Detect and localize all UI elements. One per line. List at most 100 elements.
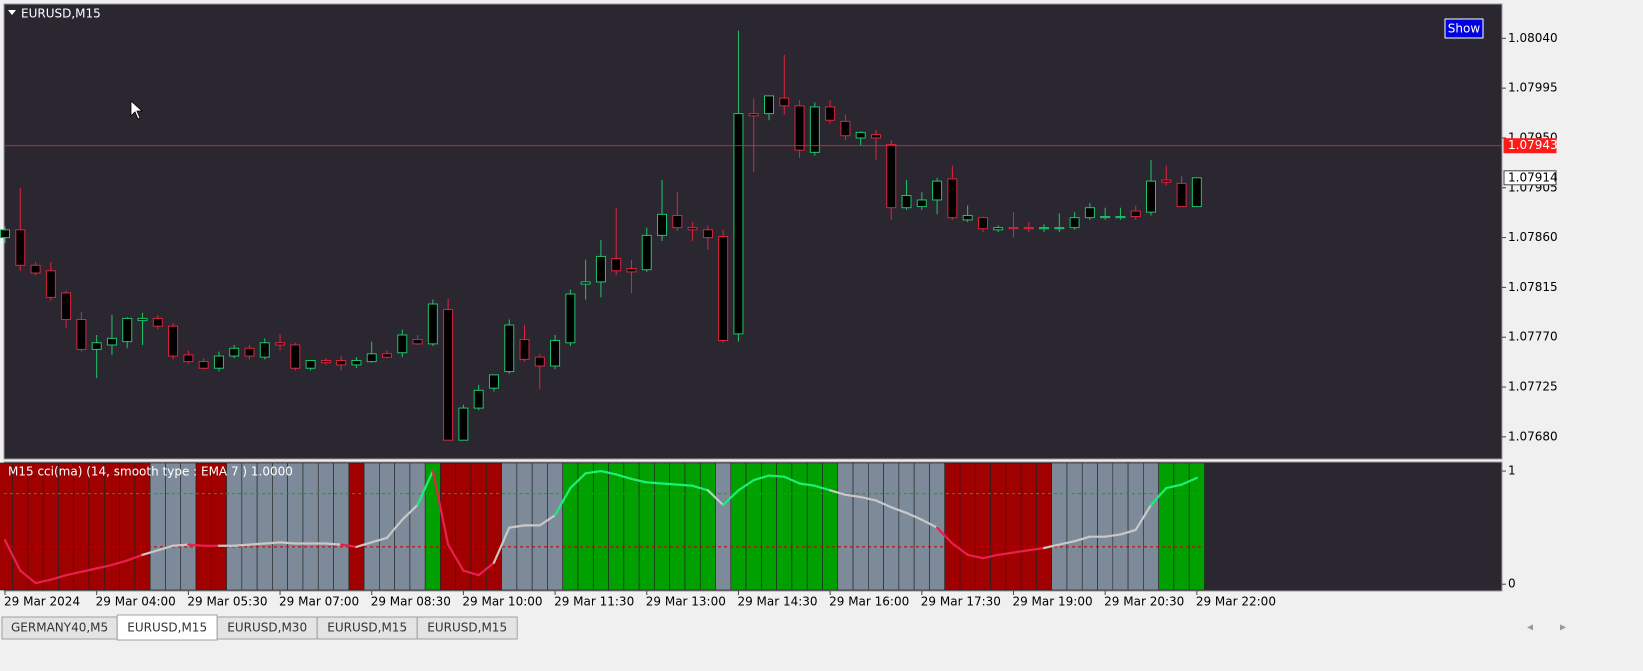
state-band [1112,462,1129,591]
y-tick-label: 1 [1508,464,1516,478]
state-band [0,462,13,591]
state-band [822,462,839,591]
candle-body [932,180,943,201]
state-band [1051,462,1068,591]
cci-line-segment [65,570,83,577]
cci-line-segment [630,477,648,484]
candle-body [1191,177,1202,208]
chart-title: EURUSD,M15 [21,7,101,21]
state-band [1097,462,1114,591]
cci-line-segment [813,484,832,492]
candle-body [657,213,668,236]
candle-body [366,353,377,363]
cci-line-segment [767,474,786,478]
state-band [990,462,1007,591]
show-button-label[interactable]: Show [1448,22,1481,36]
state-band [974,462,991,591]
cci-line-segment [431,469,450,546]
candle-body [137,317,148,322]
scroll-left[interactable]: ◂ [1527,620,1533,634]
candle-body [733,113,744,335]
candle-body [687,227,698,231]
cci-line-segment [905,511,923,521]
cci-line-segment [492,526,511,564]
candle-body [1008,227,1019,230]
state-band [577,462,594,591]
cci-line-segment [462,569,480,577]
candle-body [427,303,438,345]
candle-body [1130,210,1141,218]
state-band [1143,462,1159,591]
state-band [27,462,44,591]
cci-line-segment [171,543,190,547]
candle-body [1161,179,1172,183]
cci-line-segment [340,543,358,548]
main-chart-bg [3,3,1503,460]
cci-line-segment [477,561,496,577]
y-tick-label: 1.07770 [1508,330,1558,344]
cci-line-segment [660,482,679,486]
candle-body [336,359,347,366]
candle-body [870,134,881,139]
state-band [745,462,762,591]
x-tick-label: 29 Mar 05:30 [187,595,267,609]
candle-body [76,319,87,350]
price-label: 1.07914 [1508,170,1558,184]
candle-body [748,113,759,117]
cci-line-segment [890,506,908,515]
state-band [944,462,961,591]
candle-body [993,227,1004,231]
candle-body [901,195,912,209]
chart-tab[interactable] [116,614,218,641]
chart-tab-label[interactable]: EURUSD,M15 [127,621,207,635]
cci-line-segment [1119,528,1137,536]
chart-tab[interactable] [416,616,518,640]
candle-body [397,334,408,354]
x-tick-label: 29 Mar 22:00 [1196,595,1276,609]
show-button[interactable] [1444,18,1484,39]
chart-tab-label[interactable]: GERMANY40,M5 [11,621,108,635]
state-band [486,462,502,591]
candle-body [565,293,576,344]
state-band [699,462,716,591]
scroll-right[interactable]: ▸ [1560,620,1566,634]
cci-line-segment [248,542,266,546]
candle-body [534,356,545,367]
state-band [88,462,105,591]
candle-body [106,337,117,346]
candle-body [825,106,836,121]
candle-body [947,178,958,219]
state-band [623,462,640,591]
cci-line-segment [233,543,251,547]
candle-body [1054,227,1065,230]
cci-line-segment [553,486,572,517]
candle-body [259,342,270,358]
collapse-arrow[interactable] [8,10,16,15]
candle-body [977,217,988,230]
candle-body [488,374,499,389]
cci-line-segment [355,541,373,548]
candle-body [550,340,561,367]
chart-tab-label[interactable]: EURUSD,M15 [427,621,507,635]
candle-body [702,229,713,239]
state-band [1066,462,1083,591]
candle-body [183,354,194,363]
cci-line-segment [599,469,618,476]
candle-body [916,199,927,208]
state-band [913,462,930,591]
candle-body [840,120,851,137]
x-tick-label: 29 Mar 13:00 [646,595,726,609]
chart-tab-label[interactable]: EURUSD,M30 [227,621,307,635]
cci-line-segment [416,469,434,507]
state-band [608,462,625,591]
chart-tab-label[interactable]: EURUSD,M15 [327,621,407,635]
cci-line-segment [966,553,985,560]
state-band [119,462,136,591]
y-tick-label: 1.07995 [1508,81,1558,95]
state-band [165,462,182,591]
cci-line-segment [126,553,144,562]
state-band [531,462,548,591]
cci-line-segment [19,569,37,585]
cci-line-segment [569,472,587,490]
candle-body [122,317,133,343]
